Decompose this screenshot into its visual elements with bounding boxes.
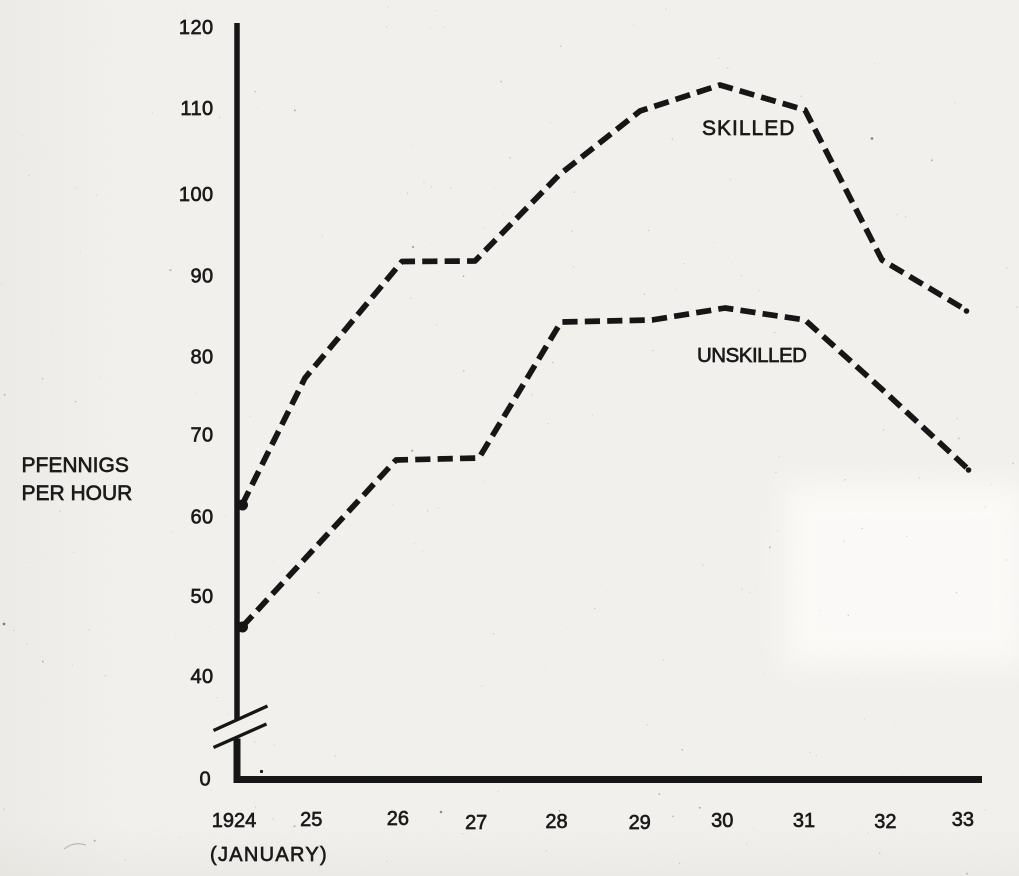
svg-text:PER HOUR: PER HOUR bbox=[22, 482, 133, 505]
svg-text:(JANUARY): (JANUARY) bbox=[210, 844, 328, 866]
svg-text:120: 120 bbox=[179, 17, 214, 39]
svg-text:80: 80 bbox=[190, 346, 213, 368]
svg-text:26: 26 bbox=[387, 808, 409, 830]
svg-text:33: 33 bbox=[952, 809, 974, 831]
svg-text:UNSKILLED: UNSKILLED bbox=[697, 344, 806, 367]
svg-text:28: 28 bbox=[545, 811, 567, 833]
svg-text:40: 40 bbox=[190, 666, 213, 688]
svg-text:27: 27 bbox=[465, 812, 487, 834]
svg-text:1924: 1924 bbox=[212, 810, 257, 832]
svg-text:70: 70 bbox=[190, 425, 213, 447]
svg-text:110: 110 bbox=[180, 98, 213, 120]
svg-text:60: 60 bbox=[190, 507, 213, 529]
svg-text:32: 32 bbox=[874, 811, 896, 833]
svg-text:90: 90 bbox=[190, 266, 213, 288]
svg-text:PFENNIGS: PFENNIGS bbox=[22, 454, 129, 477]
svg-text:0: 0 bbox=[199, 768, 211, 790]
svg-text:30: 30 bbox=[711, 810, 733, 832]
svg-text:100: 100 bbox=[179, 184, 214, 206]
svg-text:SKILLED: SKILLED bbox=[702, 117, 795, 140]
svg-text:25: 25 bbox=[300, 809, 322, 831]
svg-text:29: 29 bbox=[629, 812, 651, 834]
svg-text:31: 31 bbox=[793, 810, 815, 832]
svg-text:50: 50 bbox=[190, 586, 213, 608]
